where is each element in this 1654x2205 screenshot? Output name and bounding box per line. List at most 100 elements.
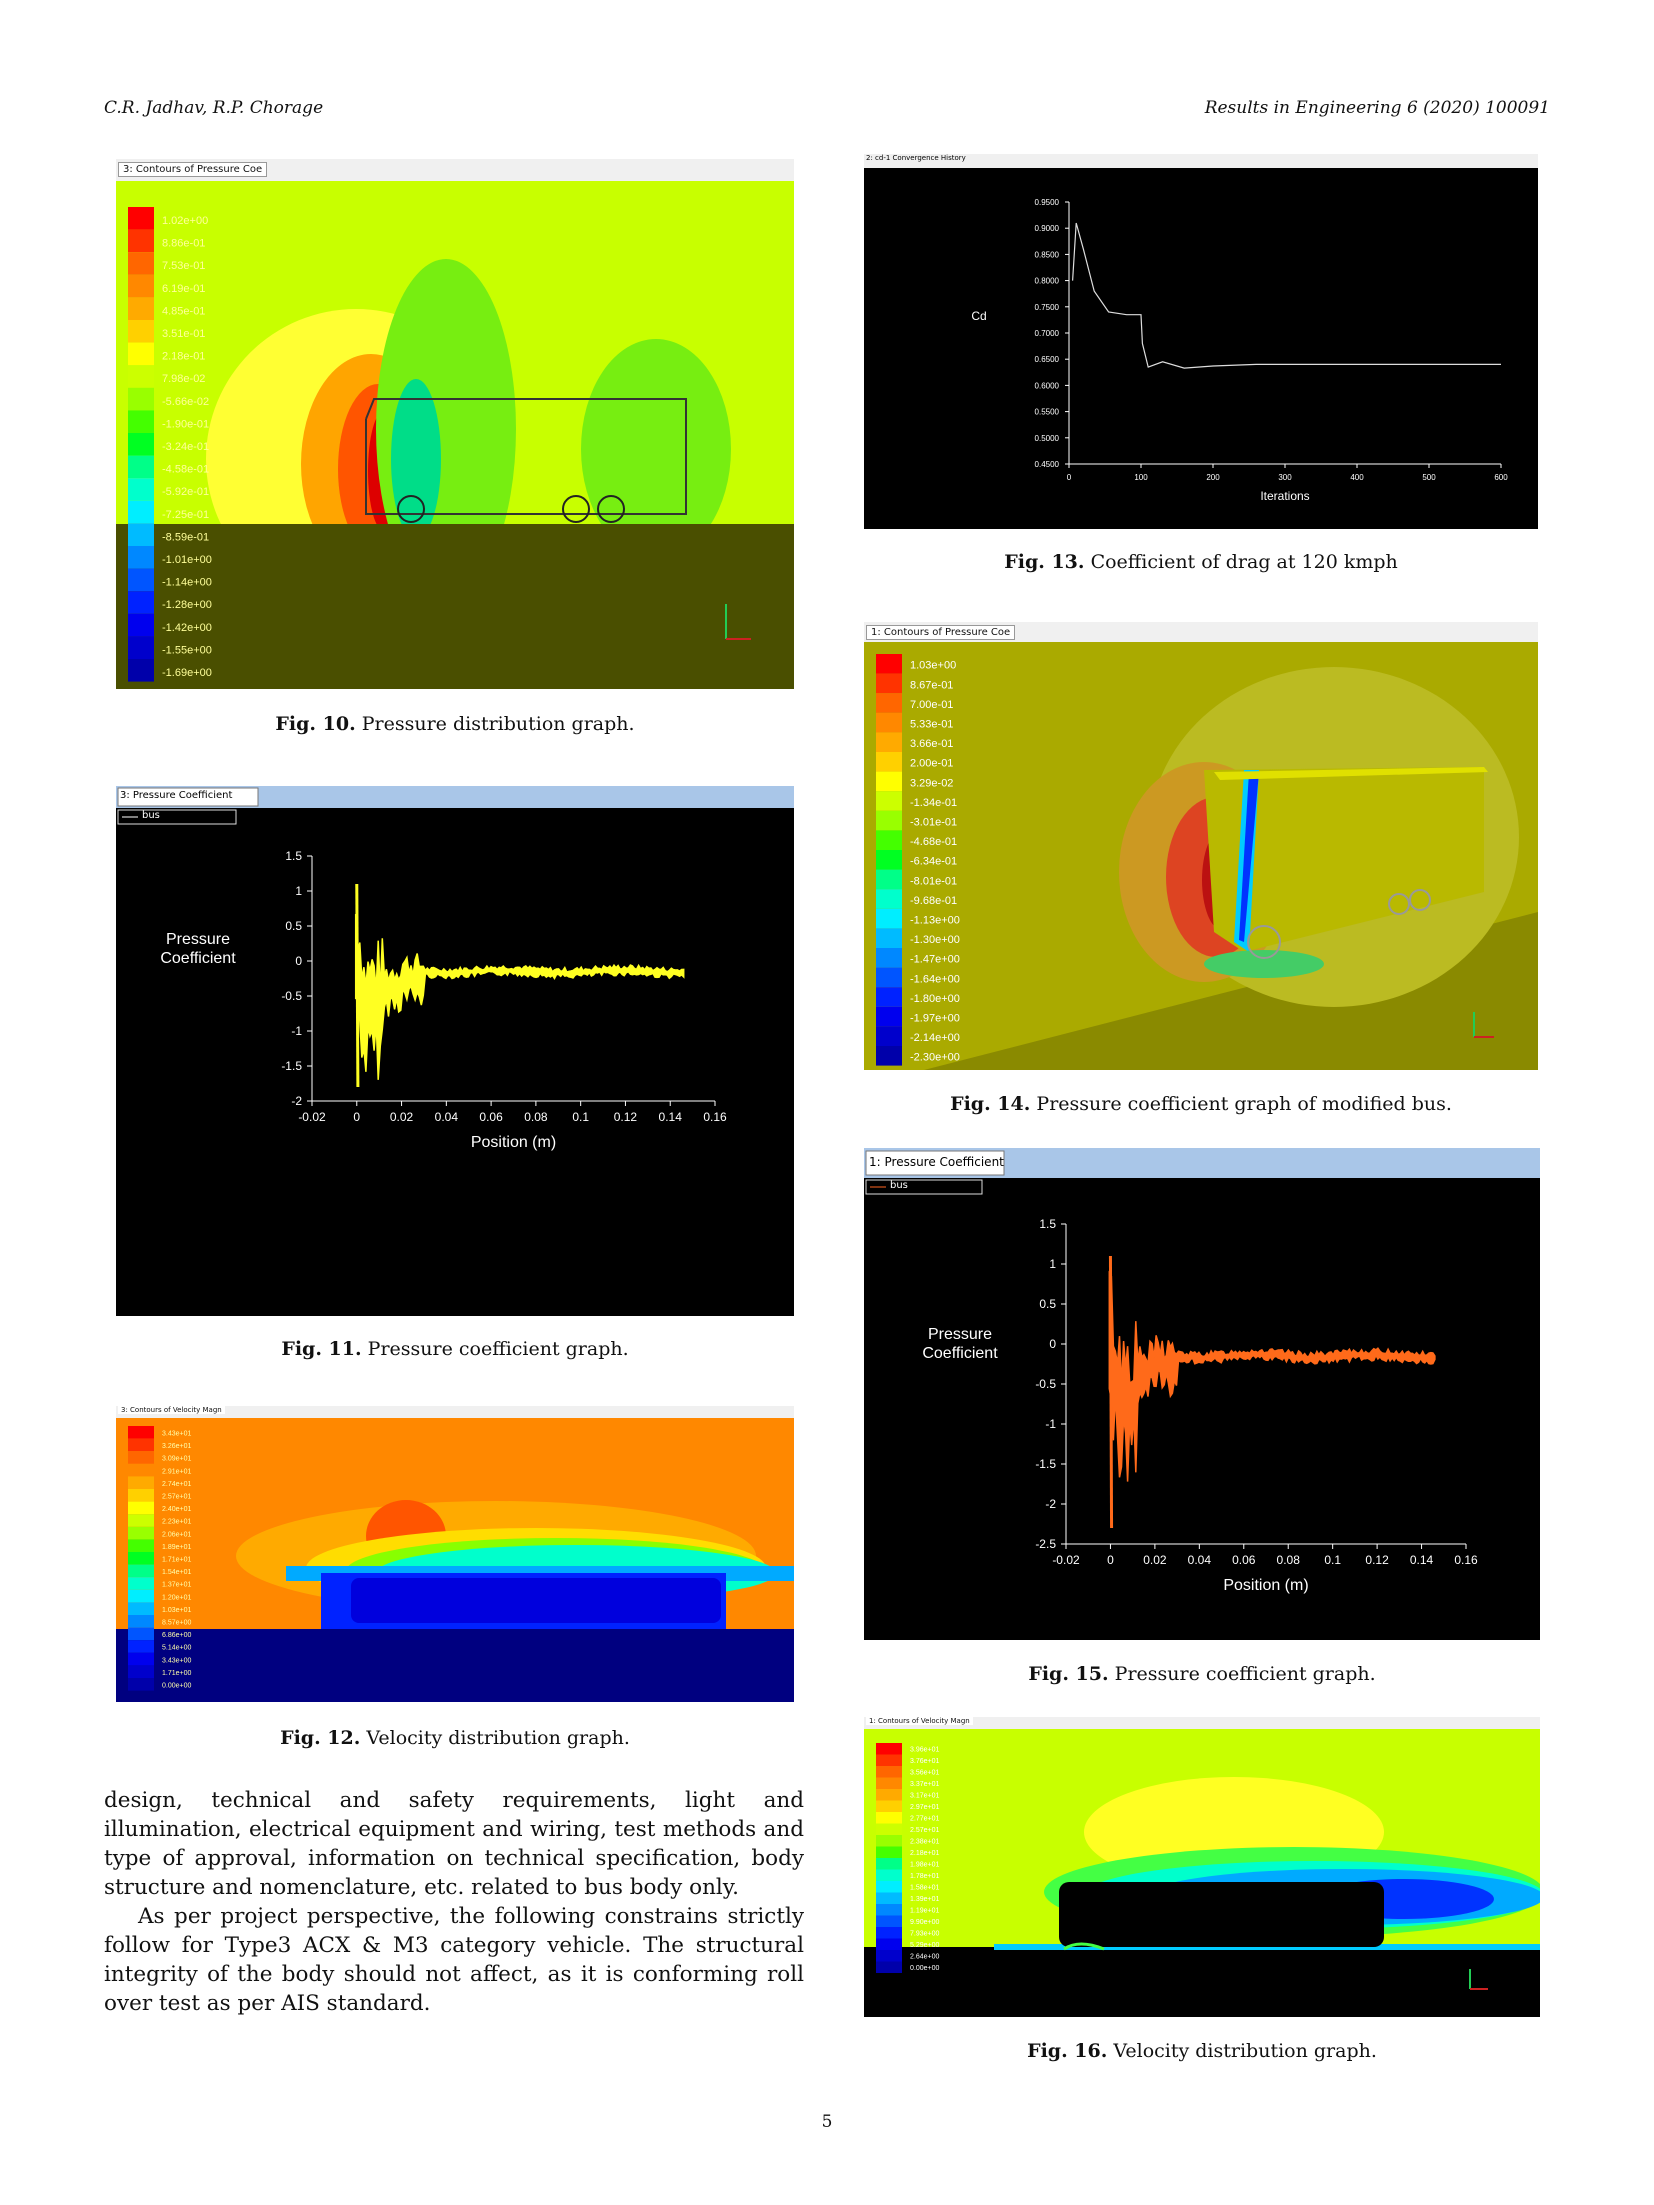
figure-16-window-tab[interactable]: 1: Contours of Velocity Magn: [866, 1717, 973, 1725]
legend-swatch: [876, 732, 902, 752]
legend-swatch: [128, 252, 154, 275]
legend-swatch: [876, 1766, 902, 1778]
legend-swatch: [876, 1869, 902, 1881]
legend-swatch: [128, 1627, 154, 1641]
figure-15-caption: Fig. 15. Pressure coefficient graph.: [1028, 1663, 1376, 1685]
figure-11-window-tab[interactable]: 3: Pressure Coefficient: [120, 790, 233, 801]
legend-swatch: [876, 1835, 902, 1847]
series-bus: [1108, 1270, 1436, 1482]
legend-swatch: [876, 1823, 902, 1835]
legend-swatch: [876, 1800, 902, 1812]
legend-swatch: [876, 673, 902, 694]
legend-label: 2.18e+01: [910, 1850, 939, 1857]
figure-12-window-tab[interactable]: 3: Contours of Velocity Magn: [118, 1406, 225, 1414]
legend-swatch: [128, 1665, 154, 1678]
legend-swatch: [876, 967, 902, 988]
legend-label: 7.53e-01: [162, 260, 205, 272]
legend-swatch: [128, 1526, 154, 1540]
legend-label: 5.29e+00: [910, 1942, 939, 1949]
figure-15-legend-series: bus: [890, 1180, 908, 1191]
legend-swatch: [128, 1552, 154, 1565]
legend-label: -1.01e+00: [162, 554, 212, 566]
legend-label: -1.28e+00: [162, 599, 212, 611]
legend-label: 3.56e+01: [910, 1770, 939, 1777]
legend-swatch: [876, 1938, 902, 1950]
legend-label: 3.96e+01: [910, 1747, 939, 1754]
x-tick-label: 0: [1107, 1553, 1114, 1567]
y-tick-label: 0: [295, 954, 302, 968]
legend-label: 3.76e+01: [910, 1758, 939, 1765]
y-tick-label: 0.5: [285, 919, 302, 933]
legend-label: 3.43e+01: [162, 1430, 191, 1437]
legend-swatch: [876, 1846, 902, 1858]
legend-swatch: [876, 928, 902, 948]
legend-swatch: [128, 387, 154, 411]
legend-swatch: [128, 410, 154, 433]
x-tick-label: 0.12: [614, 1110, 638, 1124]
legend-label: -5.92e-01: [162, 486, 209, 498]
legend-label: -2.30e+00: [910, 1052, 960, 1064]
legend-label: 3.29e-02: [910, 777, 953, 789]
legend-swatch: [128, 1501, 154, 1515]
y-tick-label: 0.7000: [1035, 329, 1060, 338]
figure-11-caption: Fig. 11. Pressure coefficient graph.: [281, 1338, 629, 1360]
legend-swatch: [128, 455, 154, 479]
legend-label: 3.43e+00: [162, 1657, 191, 1664]
y-tick-label: -1: [291, 1024, 302, 1038]
legend-swatch: [876, 1915, 902, 1927]
legend-label: 1.98e+01: [910, 1862, 939, 1869]
legend-label: -1.80e+00: [910, 993, 960, 1005]
legend-swatch: [128, 1678, 154, 1691]
x-tick-label: 100: [1134, 473, 1148, 482]
x-tick-label: 0: [1067, 473, 1072, 482]
figure-13-window-tab[interactable]: 2: cd-1 Convergence History: [866, 154, 966, 162]
legend-label: 3.17e+01: [910, 1793, 939, 1800]
y-tick-label: 0.7500: [1035, 303, 1060, 312]
legend-label: -2.14e+00: [910, 1032, 960, 1044]
figure-11-pressure-coefficient-plot: 1.5 1 0.5 0 -0.5 -1 -1.5 -2 -0.02 0 0.02 0.04 0.06 0.…: [116, 786, 794, 1316]
legend-label: 1.58e+01: [910, 1885, 939, 1892]
x-tick-label: 300: [1278, 473, 1292, 482]
series-spike: [355, 883, 360, 1088]
legend-swatch: [876, 850, 902, 870]
x-tick-label: 0.04: [1188, 1553, 1212, 1567]
legend-label: -3.24e-01: [162, 441, 209, 453]
y-tick-label: 0.9500: [1035, 198, 1060, 207]
legend-swatch: [128, 1463, 154, 1477]
y-tick-label: -1: [1045, 1417, 1056, 1431]
x-tick-label: 0.08: [1277, 1553, 1301, 1567]
y-tick-label: 0.8500: [1035, 250, 1060, 259]
x-tick-label: 0.08: [524, 1110, 548, 1124]
y-axis-label: Pressure: [928, 1326, 992, 1343]
figure-13-caption: Fig. 13. Coefficient of drag at 120 kmph: [1004, 551, 1398, 573]
y-tick-label: -1.5: [1035, 1457, 1056, 1471]
figure-10-window-tab[interactable]: 3: Contours of Pressure Coe: [118, 162, 268, 177]
legend-label: 2.77e+01: [910, 1816, 939, 1823]
x-tick-label: 0.06: [479, 1110, 503, 1124]
legend-swatch: [876, 1881, 902, 1893]
x-tick-label: 200: [1206, 473, 1220, 482]
legend-label: -8.01e-01: [910, 875, 957, 887]
figure-11-legend-series: bus: [142, 810, 160, 821]
x-tick-label: 0.14: [659, 1110, 683, 1124]
body-text-column: design, technical and safety requirement…: [104, 1786, 804, 2018]
legend-label: 1.39e+01: [910, 1896, 939, 1903]
legend-swatch: [128, 1652, 154, 1666]
x-tick-label: 0.12: [1365, 1553, 1389, 1567]
figure-14-window-tab[interactable]: 1: Contours of Pressure Coe: [866, 625, 1016, 640]
legend-label: 7.98e-02: [162, 373, 205, 385]
legend-swatch: [876, 1789, 902, 1801]
y-tick-label: 0.8000: [1035, 277, 1060, 286]
legend-label: 2.57e+01: [162, 1493, 191, 1500]
x-tick-label: 0.02: [390, 1110, 414, 1124]
legend-label: 1.19e+01: [910, 1908, 939, 1915]
legend-label: 2.91e+01: [162, 1468, 191, 1475]
legend-swatch: [128, 523, 154, 546]
series-spike: [1108, 1255, 1114, 1529]
legend-label: 0.00e+00: [910, 1965, 939, 1972]
legend-swatch: [128, 365, 154, 388]
legend-swatch: [128, 659, 154, 682]
figure-15-window-tab[interactable]: 1: Pressure Coefficient: [869, 1155, 1004, 1169]
y-tick-label: -2: [1045, 1497, 1056, 1511]
legend-label: 1.37e+01: [162, 1582, 191, 1589]
